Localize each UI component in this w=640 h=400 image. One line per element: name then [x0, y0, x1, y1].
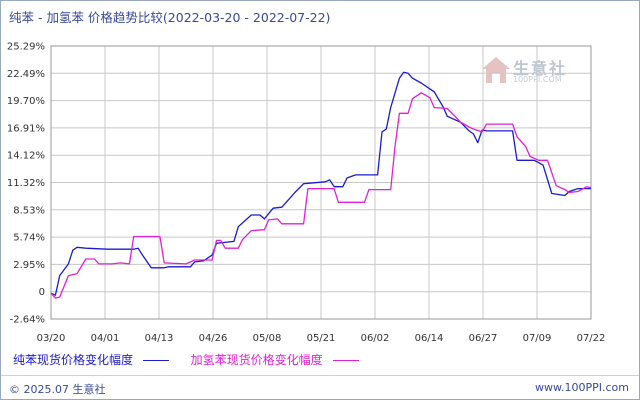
y-tick-label: 16.91%: [7, 123, 45, 134]
x-axis-tick-labels: 03/20 04/01 04/13 04/26 05/08 05/21 06/02 06/14…: [37, 333, 606, 344]
y-tick-label: 19.70%: [7, 96, 45, 107]
y-tick-label: 22.49%: [7, 69, 45, 80]
y-tick-label: 8.53%: [13, 205, 45, 216]
x-tick-label: 04/01: [91, 333, 120, 344]
x-tick-label: 04/26: [199, 333, 228, 344]
x-tick-label: 07/22: [577, 333, 606, 344]
y-tick-label: 25.29%: [7, 42, 45, 53]
x-tick-label: 06/02: [361, 333, 390, 344]
legend: 纯苯现货价格变化幅度 加氢苯现货价格变化幅度: [13, 351, 377, 367]
x-tick-label: 07/09: [523, 333, 552, 344]
legend-item-series1: 纯苯现货价格变化幅度: [13, 351, 169, 368]
legend-item-series2: 加氢苯现货价格变化幅度: [191, 351, 359, 368]
axes: [50, 45, 592, 320]
chart-title: 纯苯 - 加氢苯 价格趋势比较(2022-03-20 - 2022-07-22): [9, 10, 331, 25]
y-tick-label: 11.32%: [7, 178, 45, 189]
x-tick-label: 06/14: [415, 333, 444, 344]
x-tick-label: 05/08: [253, 333, 282, 344]
x-tick-label: 04/13: [145, 333, 174, 344]
x-tick-label: 05/21: [307, 333, 336, 344]
y-tick-label: 0: [39, 287, 45, 298]
legend-label-series2: 加氢苯现货价格变化幅度: [190, 353, 323, 367]
site-link[interactable]: www.100PPI.com: [535, 381, 629, 394]
plot-frame: [50, 45, 592, 320]
y-tick-label: 14.12%: [7, 151, 45, 162]
x-tick-label: 03/20: [37, 333, 66, 344]
y-tick-label: 2.95%: [13, 260, 45, 271]
series-line-1: [50, 71, 591, 296]
y-tick-label: 5.74%: [13, 233, 45, 244]
series-lines: [50, 71, 592, 299]
legend-swatch-series2: [332, 360, 359, 361]
house-icon: [482, 57, 510, 83]
x-tick-label: 06/27: [469, 333, 498, 344]
legend-swatch-series1: [142, 360, 169, 361]
footer: © 2025.07 生意社 www.100PPI.com: [1, 375, 639, 400]
series-line-2: [50, 92, 592, 299]
copyright-text: © 2025.07 生意社: [9, 383, 106, 396]
y-axis-tick-labels: 25.29% 22.49% 19.70% 16.91% 14.12% 11.32% 8.53…: [7, 42, 45, 326]
y-tick-label: -2.64%: [10, 315, 45, 326]
legend-label-series1: 纯苯现货价格变化幅度: [13, 353, 134, 367]
